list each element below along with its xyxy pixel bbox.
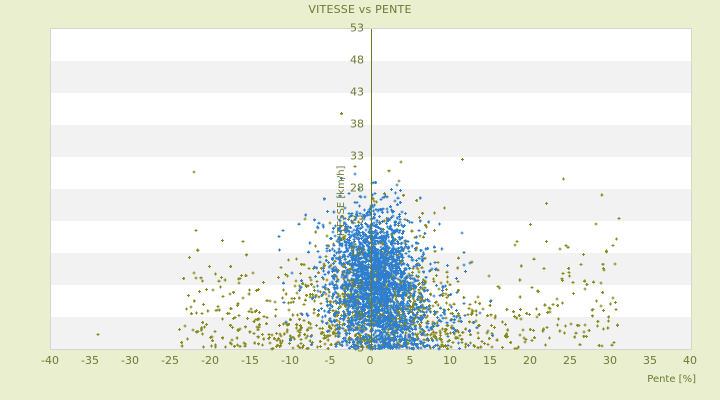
y-tick-label: 23 bbox=[350, 213, 364, 227]
x-tick-label: 15 bbox=[483, 354, 497, 367]
x-tick-label: -30 bbox=[121, 354, 139, 367]
x-tick-label: 25 bbox=[563, 354, 577, 367]
y-tick-label: 18 bbox=[350, 245, 364, 259]
y-tick-label: 3 bbox=[357, 341, 364, 355]
y-tick-label: 28 bbox=[350, 181, 364, 195]
x-tick-label: 30 bbox=[603, 354, 617, 367]
data-points-layer bbox=[178, 112, 621, 351]
x-tick-label: 5 bbox=[406, 354, 414, 367]
y-tick-label: 43 bbox=[350, 85, 364, 99]
zero-axis-line bbox=[371, 29, 372, 349]
chart-title: VITESSE vs PENTE bbox=[308, 3, 412, 16]
y-tick-label: 8 bbox=[357, 309, 364, 323]
x-tick-label: 40 bbox=[683, 354, 697, 367]
x-tick-label: -5 bbox=[324, 354, 336, 367]
y-tick-label: 33 bbox=[350, 149, 364, 163]
x-tick-label: -35 bbox=[81, 354, 99, 367]
x-tick-label: 0 bbox=[366, 354, 374, 367]
plot-area bbox=[50, 28, 692, 351]
x-tick-label: -40 bbox=[41, 354, 59, 367]
series-blue-markers bbox=[277, 172, 495, 351]
x-tick-label: 20 bbox=[523, 354, 537, 367]
y-tick-label: 13 bbox=[350, 277, 364, 291]
x-tick-label: 35 bbox=[643, 354, 657, 367]
x-tick-label: 10 bbox=[443, 354, 457, 367]
x-axis-label: Pente [%] bbox=[647, 374, 696, 385]
x-tick-label: -25 bbox=[161, 354, 179, 367]
x-tick-label: -15 bbox=[241, 354, 259, 367]
y-tick-label: 38 bbox=[350, 117, 364, 131]
y-tick-label: 53 bbox=[350, 21, 364, 35]
x-tick-label: -10 bbox=[281, 354, 299, 367]
x-tick-label: -20 bbox=[201, 354, 219, 367]
y-axis-label: VITESSE [km/h] bbox=[336, 165, 347, 243]
y-tick-label: 48 bbox=[350, 53, 364, 67]
